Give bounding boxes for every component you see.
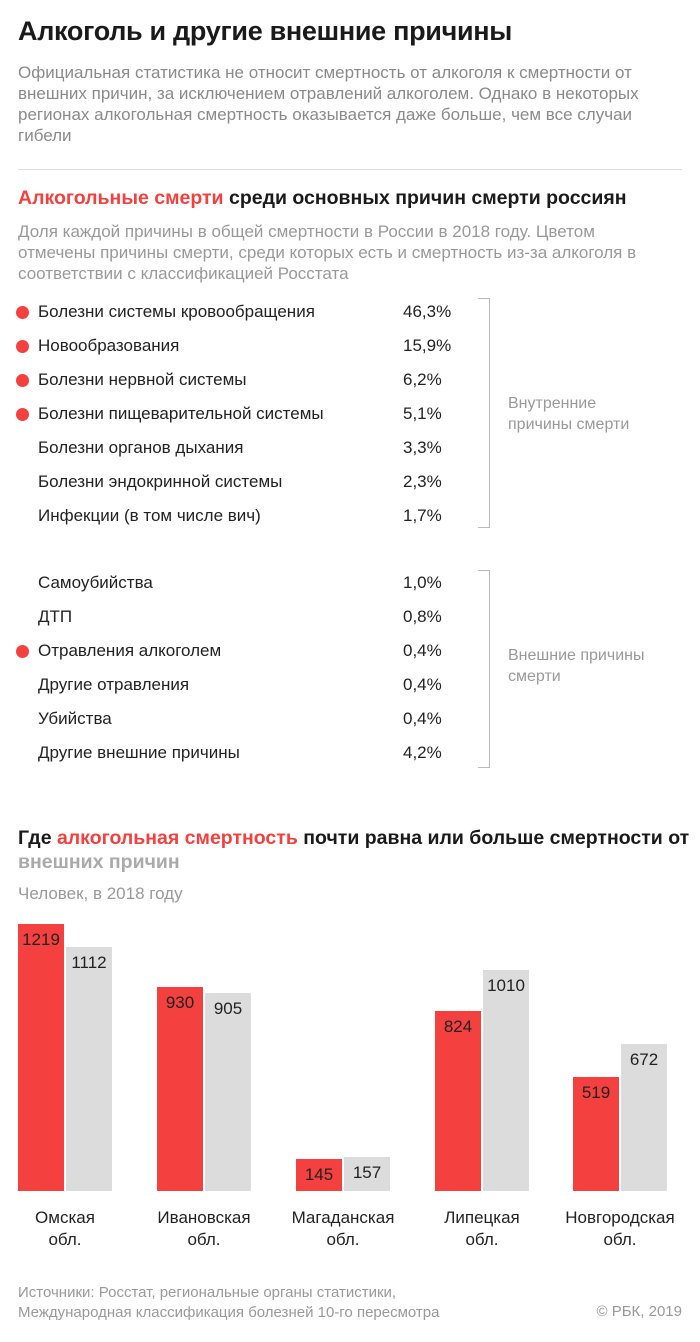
chart-title-red: алкогольная смертность — [56, 827, 298, 849]
bar-value-label: 1010 — [487, 975, 525, 995]
bar-external: 157 — [344, 1156, 390, 1191]
section1-title-red: Алкогольные смерти — [18, 187, 224, 209]
cause-value: 0,4% — [403, 709, 442, 728]
alcohol-dot-icon — [16, 645, 29, 658]
cause-row: Болезни системы кровообращения 46,3% — [0, 300, 470, 324]
section1-subtitle: Доля каждой причины в общей смертности в… — [18, 222, 637, 283]
bar-value-label: 1112 — [71, 953, 107, 973]
cause-value: 46,3% — [403, 302, 452, 321]
section1-title-rest: среди основных причин смерти россиян — [223, 187, 627, 209]
cause-row: Новообразования 15,9% — [0, 334, 470, 358]
cause-name: Новообразования — [38, 336, 180, 355]
cause-name: Инфекции (в том числе вич) — [38, 506, 261, 525]
cause-value: 0,4% — [403, 675, 442, 694]
alcohol-dot-icon — [16, 340, 29, 353]
bar-value-label: 1219 — [22, 930, 60, 949]
cause-name: Болезни эндокринной системы — [38, 472, 283, 491]
internal-label: Внутренние причины смерти — [508, 395, 630, 433]
cause-row: ДТП 0,8% — [0, 605, 470, 629]
cause-row: Отравления алкоголем 0,4% — [0, 639, 470, 663]
cause-value: 4,2% — [403, 743, 442, 762]
bar-external: 1010 — [483, 969, 529, 1191]
bar-alcohol: 824 — [435, 1010, 481, 1191]
external-label: Внешние причины смерти — [508, 647, 645, 685]
bar-value-label: 672 — [629, 1049, 659, 1069]
cause-value: 15,9% — [403, 336, 452, 355]
external-bracket — [478, 570, 490, 768]
cause-name: Болезни нервной системы — [38, 370, 247, 389]
cause-value: 2,3% — [403, 472, 442, 491]
chart-subtitle: Человек, в 2018 году — [18, 884, 183, 903]
sources-line: Международная классификация болезней 10-… — [18, 1304, 440, 1321]
bar-value-label: 157 — [352, 1162, 382, 1182]
cause-name: Болезни органов дыхания — [38, 438, 244, 457]
chart-title-part: Где — [18, 827, 57, 849]
chart-title-grey: внешних причин — [18, 851, 180, 873]
cause-row: Болезни эндокринной системы 2,3% — [0, 470, 470, 494]
bar-alcohol: 1219 — [18, 924, 64, 1191]
cause-row: Болезни нервной системы 6,2% — [0, 368, 470, 392]
internal-bracket — [478, 298, 490, 528]
category-label: Новгородская обл. — [565, 1208, 675, 1249]
cause-name: Отравления алкоголем — [38, 641, 222, 660]
bar-external: 1112 — [66, 947, 112, 1191]
cause-row: Инфекции (в том числе вич) 1,7% — [0, 504, 470, 528]
cause-value: 5,1% — [403, 404, 442, 423]
bar-alcohol: 145 — [296, 1159, 342, 1191]
chart-title: Где алкогольная смертность почти равна и… — [18, 826, 700, 874]
category-label: Омская обл. — [35, 1208, 95, 1249]
cause-row: Болезни органов дыхания 3,3% — [0, 436, 470, 460]
cause-row: Самоубийства 1,0% — [0, 571, 470, 595]
divider — [18, 169, 682, 170]
bar-alcohol: 930 — [157, 987, 203, 1191]
bar-value-label: 905 — [213, 998, 243, 1018]
cause-name: Болезни пищеварительной системы — [38, 404, 324, 423]
cause-name: Другие отравления — [38, 675, 190, 694]
section1-title: Алкогольные смерти среди основных причин… — [18, 186, 627, 210]
bar-external: 905 — [205, 992, 251, 1191]
cause-row: Болезни пищеварительной системы 5,1% — [0, 402, 470, 426]
cause-value: 3,3% — [403, 438, 442, 457]
cause-name: Болезни системы кровообращения — [38, 302, 315, 321]
copyright: © РБК, 2019 — [596, 1303, 682, 1320]
bar-value-label: 930 — [165, 993, 195, 1013]
sources-line: Источники: Росстат, региональные органы … — [18, 1284, 397, 1301]
alcohol-dot-icon — [16, 408, 29, 421]
cause-name: ДТП — [38, 607, 73, 626]
cause-name: Другие внешние причины — [38, 743, 240, 762]
page-title: Алкоголь и другие внешние причины — [18, 16, 513, 46]
cause-row: Другие отравления 0,4% — [0, 673, 470, 697]
bar-value-label: 824 — [443, 1016, 473, 1036]
bar-value-label: 145 — [304, 1165, 334, 1185]
lead-text: Официальная статистика не относит смертн… — [18, 63, 639, 145]
cause-name: Самоубийства — [38, 573, 153, 592]
bar-external: 672 — [621, 1043, 667, 1191]
cause-row: Убийства 0,4% — [0, 707, 470, 731]
chart-title-part: почти равна или больше смертности от — [297, 827, 690, 849]
category-label: Магаданская обл. — [291, 1208, 395, 1249]
cause-name: Убийства — [38, 709, 112, 728]
cause-value: 1,0% — [403, 573, 442, 592]
cause-value: 1,7% — [403, 506, 442, 525]
alcohol-dot-icon — [16, 306, 29, 319]
cause-row: Другие внешние причины 4,2% — [0, 741, 470, 765]
category-label: Липецкая обл. — [444, 1208, 520, 1249]
alcohol-dot-icon — [16, 374, 29, 387]
cause-value: 6,2% — [403, 370, 442, 389]
sources: Источники: Росстат, региональные органы … — [18, 1283, 439, 1323]
bar-alcohol: 519 — [573, 1077, 619, 1191]
cause-value: 0,4% — [403, 641, 442, 660]
cause-value: 0,8% — [403, 607, 442, 626]
bar-value-label: 519 — [581, 1083, 611, 1103]
category-label: Ивановская обл. — [157, 1208, 251, 1249]
